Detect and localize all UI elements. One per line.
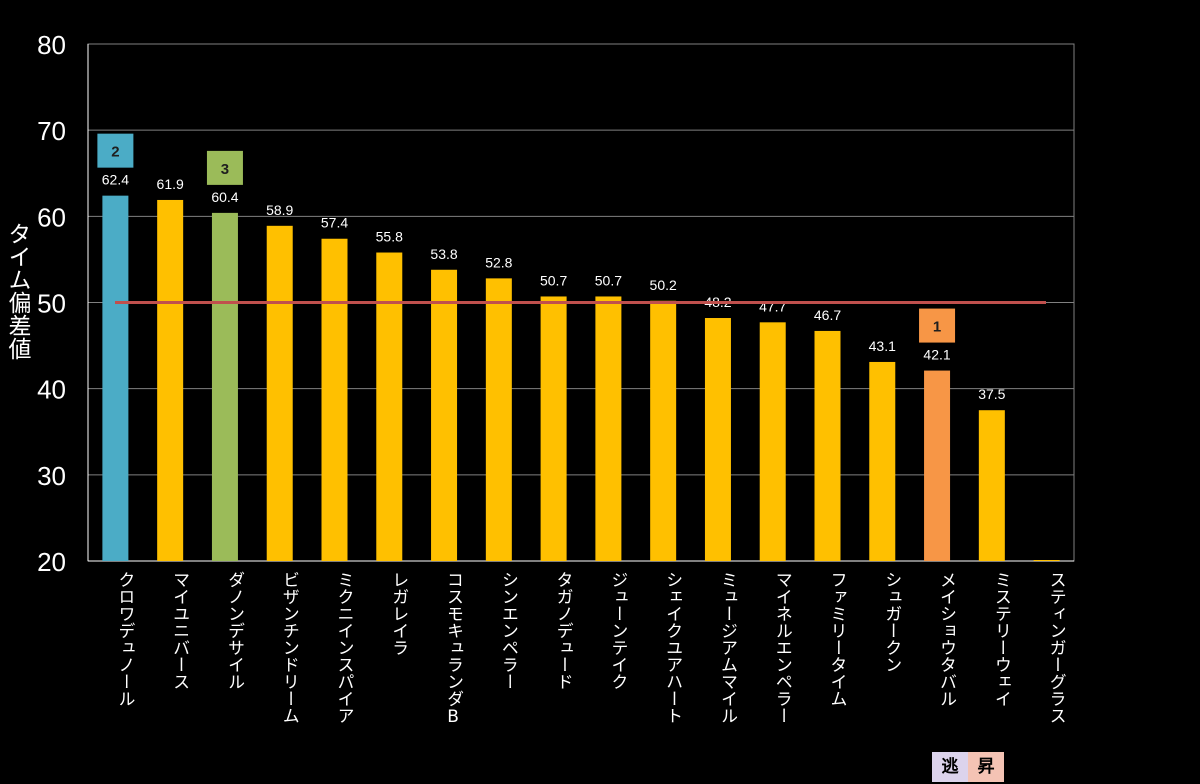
bar — [485, 278, 512, 561]
x-tick-label: マイユニバース — [169, 571, 189, 690]
x-tick-label: シェイクユアハート — [662, 571, 682, 724]
data-label: 46.7 — [814, 307, 841, 323]
data-label: 52.8 — [485, 254, 512, 270]
x-tick-label: タガノデュード — [553, 571, 573, 690]
x-tick-label: ビザンチンドリーム — [279, 571, 299, 724]
data-label: 50.7 — [595, 272, 622, 288]
data-label: 55.8 — [376, 229, 403, 245]
bar — [1033, 560, 1060, 561]
data-label: 53.8 — [430, 246, 457, 262]
y-tick-label: 30 — [37, 461, 66, 491]
x-tick-label: スティンガーグラス — [1046, 571, 1066, 724]
x-tick-label: ファミリータイム — [827, 571, 847, 707]
rank-marker — [206, 150, 243, 185]
data-label: 47.7 — [759, 298, 786, 314]
bar — [102, 195, 129, 562]
running-style-badges: 逃 昇 — [932, 752, 1004, 782]
x-tick-label: シンエンペラー — [498, 571, 518, 690]
x-tick-label: ミュージアムマイル — [717, 571, 737, 724]
rank-marker — [97, 133, 134, 168]
y-tick-label: 50 — [37, 289, 66, 319]
bar — [157, 199, 184, 561]
bar — [211, 212, 238, 562]
bar — [869, 361, 896, 561]
x-tick-label: メイショウタバル — [936, 571, 956, 707]
x-tick-label: ジューンテイク — [607, 571, 627, 690]
bar — [759, 322, 786, 561]
data-label: 58.9 — [266, 202, 293, 218]
bar — [650, 300, 677, 561]
bar — [978, 410, 1005, 561]
x-tick-label: コスモキュランダB — [443, 571, 463, 727]
rank-marker — [919, 308, 956, 343]
x-tick-label: ミステリーウェイ — [991, 571, 1011, 707]
x-tick-label: シュガークン — [881, 571, 901, 673]
bar — [924, 370, 951, 561]
rank-marker-label: 2 — [111, 144, 119, 161]
data-label: 42.1 — [923, 347, 950, 363]
bar — [814, 330, 841, 561]
y-tick-label: 40 — [37, 375, 66, 405]
data-label: 50.7 — [540, 272, 567, 288]
y-axis-label: タイム偏差値 — [4, 222, 30, 360]
bar — [431, 269, 458, 561]
badge-nobori: 昇 — [968, 752, 1004, 782]
x-tick-label: マイネルエンペラー — [772, 571, 792, 724]
bar — [704, 318, 731, 561]
y-tick-label: 70 — [37, 116, 66, 146]
bar — [321, 238, 348, 561]
x-tick-label: ミクニインスパイア — [334, 571, 354, 724]
bar — [266, 225, 293, 562]
data-label: 50.2 — [650, 277, 677, 293]
data-label: 62.4 — [102, 172, 129, 188]
x-tick-label: クロワデュノール — [114, 571, 134, 707]
bar — [540, 296, 567, 561]
x-tick-label: レガレイラ — [388, 571, 408, 656]
bar — [376, 252, 403, 562]
badge-nige: 逃 — [932, 752, 968, 782]
rank-marker-label: 3 — [221, 161, 229, 178]
x-tick-label: ダノンデサイル — [224, 571, 244, 690]
data-label: 37.5 — [978, 386, 1005, 402]
data-label: 43.1 — [869, 338, 896, 354]
y-tick-label: 80 — [37, 30, 66, 60]
data-label: 60.4 — [211, 189, 238, 205]
data-label: 57.4 — [321, 215, 348, 231]
bar — [595, 296, 622, 561]
rank-marker-label: 1 — [933, 319, 941, 336]
y-tick-label: 60 — [37, 202, 66, 232]
data-label: 61.9 — [157, 176, 184, 192]
y-tick-label: 20 — [37, 547, 66, 577]
